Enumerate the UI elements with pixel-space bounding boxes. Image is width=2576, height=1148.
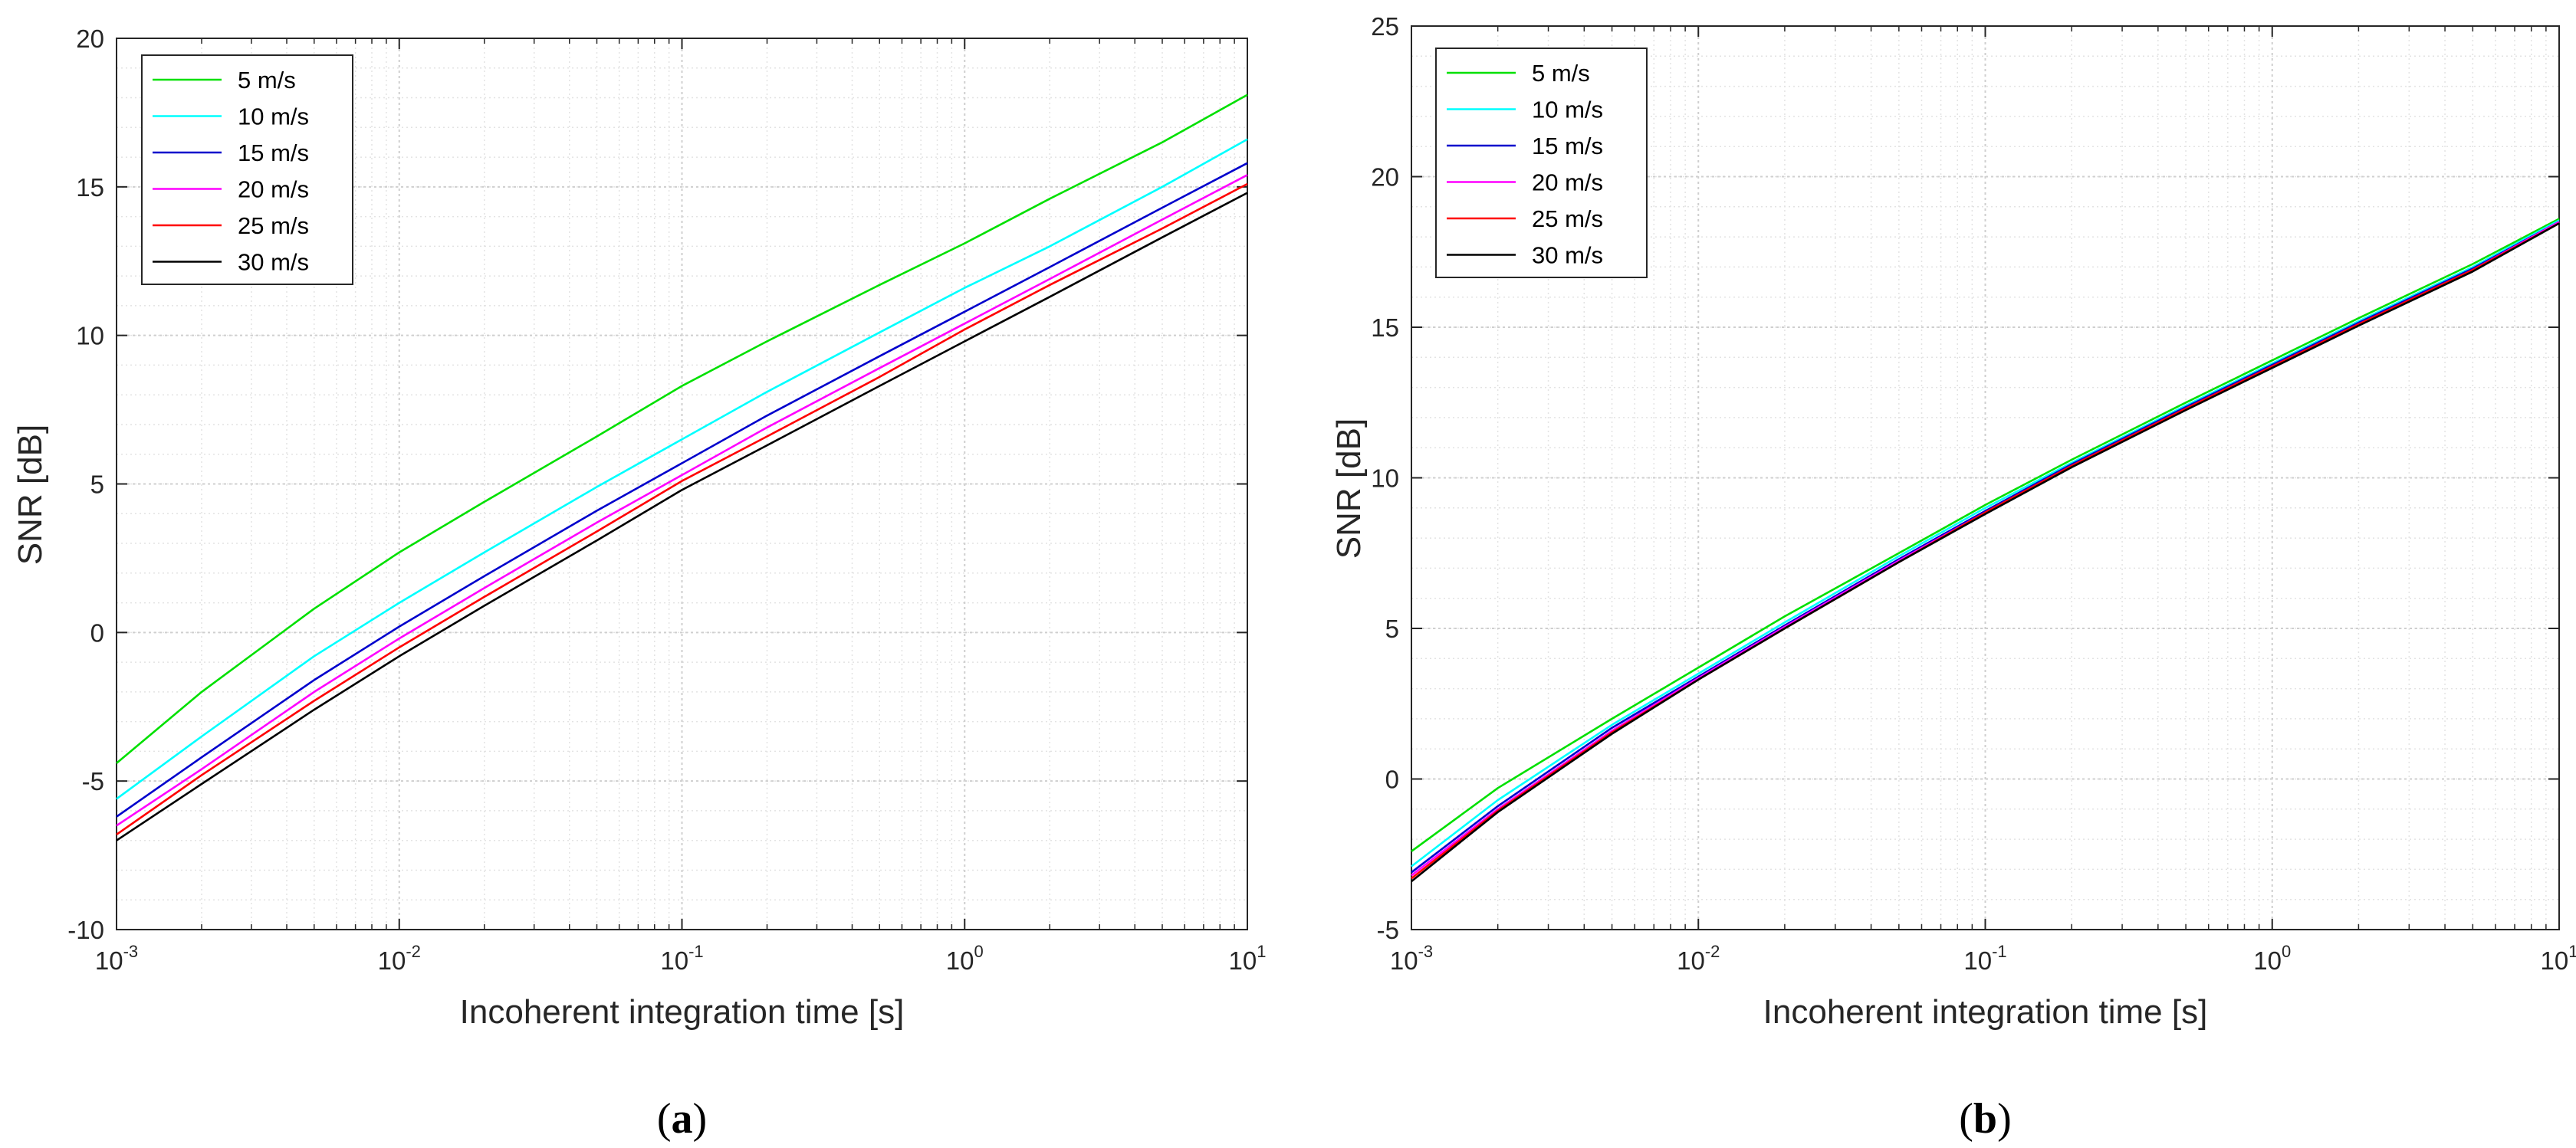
x-tick-exponent: -2 (1705, 942, 1720, 961)
series-line-20-m-s (116, 174, 1248, 827)
x-tick-base: 10 (946, 946, 974, 975)
x-tick-base: 10 (1677, 946, 1705, 975)
tick-marks (116, 38, 1248, 930)
legend-label: 25 m/s (238, 212, 309, 239)
series-line-10-m-s (116, 138, 1248, 800)
y-axis-label: SNR [dB] (12, 425, 49, 565)
x-tick-label: 10-1 (1963, 942, 2006, 975)
legend-label: 20 m/s (1532, 169, 1603, 196)
legend: 5 m/s 10 m/s 15 m/s 20 m/s 25 m/s 30 m/s (1435, 48, 1648, 278)
y-tick-label: 5 (1385, 615, 1399, 643)
series-lines (116, 93, 1248, 841)
x-tick-label: 10-2 (1677, 942, 1720, 975)
panel-label-open: ( (1959, 1095, 1973, 1143)
x-tick-exponent: -1 (688, 942, 704, 961)
series-line-10-m-s (1411, 219, 2560, 868)
y-tick-label: 0 (90, 618, 104, 647)
x-tick-exponent: 1 (1257, 942, 1266, 961)
x-tick-label: 100 (946, 942, 984, 975)
legend-label: 15 m/s (238, 139, 309, 166)
series-line-5-m-s (116, 93, 1248, 764)
x-tick-label: 101 (2541, 942, 2576, 975)
x-tick-label: 100 (2253, 942, 2291, 975)
x-tick-label: 10-3 (1390, 942, 1433, 975)
series-lines (1411, 218, 2560, 883)
panel-label-close: ) (693, 1095, 708, 1143)
series-line-25-m-s (1411, 222, 2560, 880)
x-tick-base: 10 (95, 946, 123, 975)
x-tick-exponent: 1 (2568, 942, 2576, 961)
y-tick-label: 15 (76, 173, 104, 202)
series-line-15-m-s (116, 162, 1248, 818)
y-tick-label: 0 (1385, 766, 1399, 794)
panel-label-open: ( (657, 1095, 672, 1143)
y-tick-label: 10 (76, 322, 104, 350)
x-tick-exponent: -3 (1418, 942, 1434, 961)
series-line-30-m-s (1411, 222, 2560, 883)
y-tick-label: 5 (90, 471, 104, 499)
x-tick-base: 10 (378, 946, 406, 975)
y-tick-label: 20 (76, 25, 104, 53)
x-axis-label: Incoherent integration time [s] (1763, 993, 2208, 1031)
x-tick-exponent: -2 (406, 942, 421, 961)
legend-box (1435, 48, 1648, 278)
legend-label: 25 m/s (1532, 205, 1603, 232)
series-line-15-m-s (1411, 221, 2560, 874)
legend-box (141, 54, 353, 285)
legend-label: 10 m/s (238, 103, 309, 130)
x-tick-label: 10-2 (378, 942, 421, 975)
legend-label: 30 m/s (1532, 242, 1603, 269)
panel-label-close: ) (1997, 1095, 2012, 1143)
legend-label: 30 m/s (238, 249, 309, 276)
x-tick-base: 10 (1229, 946, 1257, 975)
x-tick-exponent: 0 (974, 942, 983, 961)
legend-label: 15 m/s (1532, 133, 1603, 159)
legend-label: 5 m/s (238, 67, 296, 93)
y-axis-label: SNR [dB] (1330, 418, 1368, 559)
series-line-25-m-s (116, 182, 1248, 835)
panel-label: (a) (657, 1095, 707, 1143)
legend: 5 m/s 10 m/s 15 m/s 20 m/s 25 m/s 30 m/s (141, 54, 353, 285)
y-tick-label: -5 (1377, 916, 1399, 944)
x-tick-base: 10 (660, 946, 688, 975)
x-tick-base: 10 (2541, 946, 2569, 975)
x-axis-label: Incoherent integration time [s] (460, 993, 905, 1031)
x-tick-label: 10-3 (95, 942, 138, 975)
panel-label: (b) (1959, 1095, 2011, 1143)
series-line-30-m-s (116, 192, 1248, 841)
legend-label: 5 m/s (1532, 60, 1590, 87)
panel-label-letter: b (1973, 1095, 1997, 1143)
y-tick-label: 15 (1371, 313, 1399, 342)
y-tick-label: 20 (1371, 163, 1399, 192)
y-tick-label: 10 (1371, 464, 1399, 493)
tick-marks (1411, 25, 2560, 930)
legend-label: 20 m/s (238, 176, 309, 203)
y-tick-label: -5 (82, 767, 104, 795)
y-tick-label: 25 (1371, 12, 1399, 41)
series-line-5-m-s (1411, 218, 2560, 852)
x-tick-label: 10-1 (660, 942, 703, 975)
x-tick-base: 10 (1390, 946, 1418, 975)
legend-label: 10 m/s (1532, 97, 1603, 123)
x-tick-exponent: -1 (1992, 942, 2007, 961)
x-tick-base: 10 (1963, 946, 1992, 975)
x-tick-base: 10 (2253, 946, 2282, 975)
x-tick-label: 101 (1229, 942, 1267, 975)
y-tick-label: -10 (67, 916, 104, 944)
x-tick-exponent: -3 (123, 942, 139, 961)
panel-label-letter: a (672, 1095, 693, 1143)
x-tick-exponent: 0 (2282, 942, 2291, 961)
